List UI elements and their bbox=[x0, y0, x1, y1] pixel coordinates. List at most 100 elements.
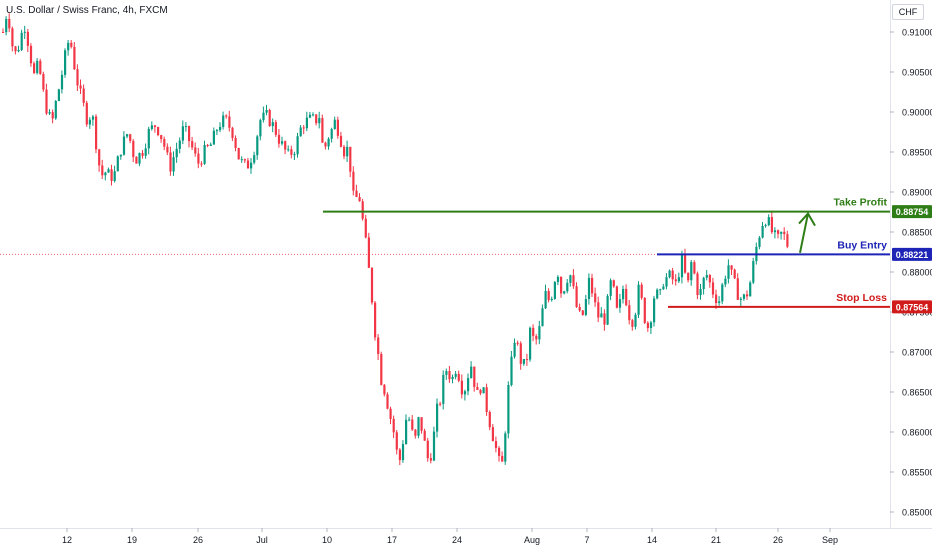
candle-body bbox=[39, 60, 42, 74]
candle-body bbox=[88, 119, 91, 125]
candle bbox=[194, 142, 197, 157]
x-tick-label: 14 bbox=[647, 535, 657, 545]
currency-label[interactable]: CHF bbox=[892, 4, 924, 20]
candle-body bbox=[442, 374, 445, 404]
candle bbox=[349, 146, 352, 178]
candle-body bbox=[389, 408, 392, 419]
candle-body bbox=[575, 286, 578, 307]
candle bbox=[690, 259, 693, 286]
candle bbox=[656, 288, 659, 300]
candle-body bbox=[634, 314, 637, 327]
y-tick-label: 0.90000 bbox=[902, 108, 932, 118]
candle bbox=[361, 198, 364, 221]
candle bbox=[141, 149, 144, 159]
candle bbox=[439, 401, 442, 407]
candle bbox=[104, 171, 107, 181]
candle-body bbox=[758, 237, 761, 247]
candle-body bbox=[618, 299, 622, 308]
candle-body bbox=[429, 458, 432, 461]
candle-body bbox=[377, 337, 380, 354]
candle-body bbox=[17, 49, 20, 52]
candle-body bbox=[110, 169, 113, 181]
candle-body bbox=[460, 380, 463, 395]
candle-body bbox=[277, 134, 281, 144]
candle-body bbox=[479, 389, 482, 394]
candle bbox=[157, 126, 160, 137]
candle-body bbox=[231, 127, 234, 138]
candle-body bbox=[761, 225, 764, 238]
candle bbox=[597, 296, 600, 323]
candle-body bbox=[507, 385, 510, 434]
candle bbox=[355, 184, 358, 198]
candle bbox=[346, 140, 349, 162]
candle-body bbox=[777, 230, 780, 234]
x-tick-label: Jul bbox=[256, 535, 268, 545]
candle bbox=[370, 267, 374, 305]
candle bbox=[377, 334, 380, 360]
candle bbox=[389, 406, 392, 425]
candle-body bbox=[742, 294, 746, 299]
candle-body bbox=[209, 144, 212, 146]
candle bbox=[653, 295, 656, 327]
candle-body bbox=[215, 130, 219, 132]
y-tick-label: 0.86500 bbox=[902, 388, 932, 398]
candle bbox=[237, 147, 240, 160]
candle-body bbox=[448, 371, 451, 380]
candle bbox=[343, 144, 346, 160]
candle-body bbox=[206, 145, 209, 147]
candle-body bbox=[749, 282, 752, 297]
candle bbox=[591, 273, 594, 298]
candle-body bbox=[767, 217, 770, 226]
candle-body bbox=[693, 262, 696, 274]
candle-body bbox=[702, 277, 705, 289]
candle bbox=[569, 274, 572, 287]
candle-body bbox=[609, 280, 612, 296]
candle bbox=[333, 116, 336, 130]
candle bbox=[45, 83, 48, 116]
candle bbox=[293, 151, 296, 161]
candle-body bbox=[293, 154, 296, 156]
candle-body bbox=[122, 136, 126, 155]
candle bbox=[2, 28, 5, 33]
candle-body bbox=[591, 277, 594, 294]
candle-body bbox=[364, 218, 367, 238]
candle bbox=[742, 293, 746, 301]
candle bbox=[702, 276, 705, 295]
candle bbox=[315, 114, 318, 126]
candle bbox=[482, 387, 485, 394]
candle-body bbox=[625, 288, 628, 306]
candle-body bbox=[519, 343, 522, 364]
candle-body bbox=[287, 149, 290, 151]
candle bbox=[739, 296, 742, 306]
candle bbox=[519, 341, 522, 370]
candle bbox=[219, 122, 222, 133]
candle-body bbox=[299, 127, 302, 137]
candle bbox=[777, 229, 780, 239]
candle bbox=[5, 16, 8, 36]
candle-body bbox=[318, 118, 321, 124]
candle-body bbox=[26, 31, 29, 46]
candle-body bbox=[132, 140, 135, 158]
candle bbox=[380, 351, 383, 386]
candle-body bbox=[773, 230, 777, 233]
candle-body bbox=[587, 277, 591, 300]
candle-body bbox=[284, 141, 287, 150]
candle bbox=[575, 282, 578, 308]
candle-body bbox=[560, 276, 563, 294]
candle-body bbox=[662, 286, 665, 290]
candle bbox=[640, 282, 643, 300]
candle-body bbox=[628, 305, 631, 321]
candle bbox=[498, 445, 501, 462]
candle bbox=[773, 227, 777, 239]
candle-body bbox=[699, 288, 702, 296]
candle bbox=[73, 42, 76, 71]
candle bbox=[268, 108, 271, 127]
candle-body bbox=[467, 378, 470, 392]
candle bbox=[178, 137, 181, 154]
candle bbox=[228, 110, 231, 132]
candle bbox=[116, 155, 119, 172]
candle-body bbox=[395, 432, 398, 450]
candle-body bbox=[11, 28, 14, 47]
